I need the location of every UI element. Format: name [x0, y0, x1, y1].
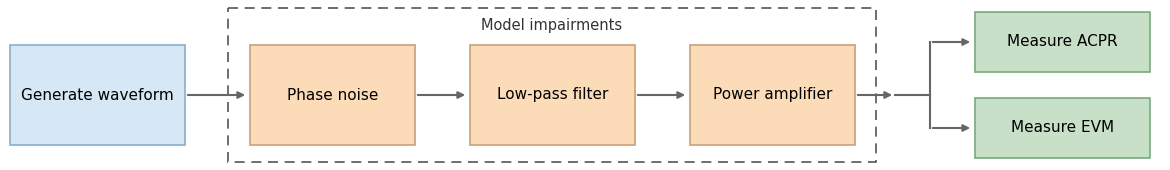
Bar — [250, 45, 415, 145]
Bar — [228, 8, 876, 162]
Text: Measure EVM: Measure EVM — [1011, 121, 1114, 135]
Bar — [11, 45, 185, 145]
Bar — [470, 45, 635, 145]
Bar — [975, 98, 1150, 158]
Text: Measure ACPR: Measure ACPR — [1007, 35, 1117, 49]
Bar — [975, 12, 1150, 72]
Bar — [690, 45, 855, 145]
Text: Generate waveform: Generate waveform — [21, 88, 174, 103]
Text: Low-pass filter: Low-pass filter — [497, 88, 608, 103]
Text: Power amplifier: Power amplifier — [713, 88, 832, 103]
Text: Model impairments: Model impairments — [481, 18, 622, 33]
Text: Phase noise: Phase noise — [287, 88, 378, 103]
